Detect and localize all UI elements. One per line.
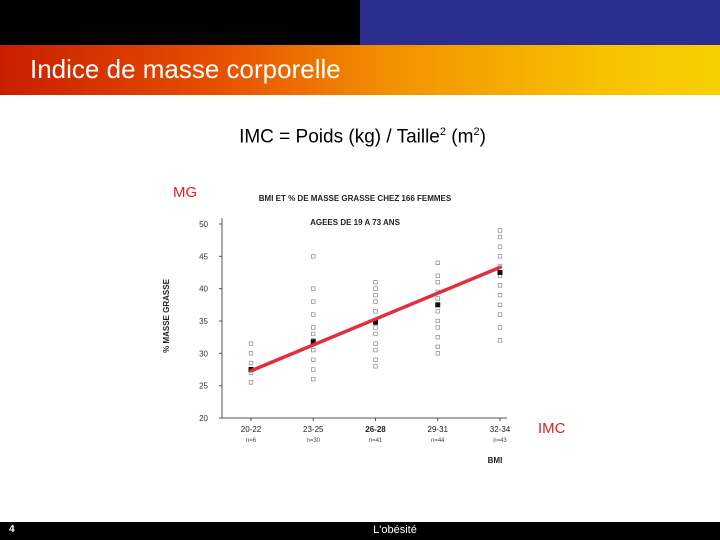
n-label: n=30 xyxy=(306,438,320,444)
data-point xyxy=(435,351,440,356)
data-point xyxy=(435,335,440,340)
data-point xyxy=(311,331,316,337)
data-point xyxy=(497,283,503,288)
mean-marker xyxy=(373,319,378,325)
data-point xyxy=(311,377,316,382)
footer-bar xyxy=(0,522,720,540)
x-tick-label: 26-28 xyxy=(365,425,386,434)
data-point xyxy=(311,312,316,317)
data-point xyxy=(497,292,503,298)
data-point xyxy=(435,273,440,278)
x-tick-label: 23-25 xyxy=(303,425,324,434)
data-point xyxy=(497,228,503,233)
data-point xyxy=(497,254,503,259)
data-point xyxy=(248,341,254,346)
y-tick-label: 25 xyxy=(199,382,208,391)
data-point xyxy=(311,357,316,362)
mean-marker xyxy=(497,270,503,275)
data-point xyxy=(373,286,378,291)
y-tick-label: 30 xyxy=(199,349,208,358)
chart-svg: BMI ET % DE MASSE GRASSE CHEZ 166 FEMMES… xyxy=(162,194,511,465)
data-point xyxy=(497,234,503,240)
data-point xyxy=(373,357,378,362)
data-point xyxy=(497,338,503,343)
y-tick-label: 40 xyxy=(199,285,208,294)
bmi-fat-chart: BMI ET % DE MASSE GRASSE CHEZ 166 FEMMES… xyxy=(145,168,520,473)
data-point xyxy=(373,309,378,314)
data-point xyxy=(311,347,316,353)
data-point xyxy=(248,351,254,356)
n-label: n=43 xyxy=(493,438,507,444)
formula-text: IMC = Poids (kg) / Taille xyxy=(239,126,440,148)
data-point xyxy=(311,299,316,304)
data-point xyxy=(311,254,316,259)
footer-label: L'obésité xyxy=(373,524,417,536)
formula-unit-exponent: 2 xyxy=(473,126,480,138)
data-point xyxy=(311,367,316,372)
data-point xyxy=(435,344,440,350)
chart-title: BMI ET % DE MASSE GRASSE CHEZ 166 FEMMES xyxy=(259,194,452,203)
bmi-formula: IMC = Poids (kg) / Taille2 (m2) xyxy=(0,126,720,148)
data-point xyxy=(373,347,378,353)
data-point xyxy=(373,341,378,346)
x-tick-label: 29-31 xyxy=(428,425,449,434)
header-navy-band xyxy=(360,0,720,45)
data-point xyxy=(373,299,378,304)
data-point xyxy=(311,286,316,291)
data-point xyxy=(373,331,378,337)
y-axis-label: % MASSE GRASSE xyxy=(162,278,171,352)
data-point xyxy=(497,312,503,317)
slide-title: Indice de masse corporelle xyxy=(30,54,341,84)
title-bar xyxy=(0,45,720,95)
data-point xyxy=(373,292,378,298)
n-label: n=6 xyxy=(246,438,257,444)
data-point xyxy=(373,364,378,369)
data-point xyxy=(435,296,440,301)
data-point xyxy=(435,325,440,330)
data-point xyxy=(373,325,378,330)
x-axis-tag: IMC xyxy=(538,420,566,437)
data-point xyxy=(497,325,503,330)
x-tick-label: 20-22 xyxy=(241,425,262,434)
data-point xyxy=(435,260,440,265)
y-tick-label: 20 xyxy=(199,414,208,423)
y-tick-label: 35 xyxy=(199,317,208,326)
formula-unit: (m xyxy=(446,126,474,148)
trend-line xyxy=(249,265,502,373)
data-point xyxy=(248,360,254,366)
mean-marker xyxy=(310,339,316,345)
x-axis-label: BMI xyxy=(488,456,503,465)
formula-end: ) xyxy=(479,126,486,148)
header-black-band xyxy=(0,0,360,45)
x-tick-label: 32-34 xyxy=(490,425,511,434)
mean-marker xyxy=(435,302,441,308)
data-point xyxy=(248,380,254,385)
data-point xyxy=(435,309,440,314)
data-point xyxy=(497,244,503,249)
data-point xyxy=(435,280,440,285)
n-label: n=41 xyxy=(369,438,383,444)
y-tick-label: 50 xyxy=(199,220,208,229)
data-point xyxy=(497,302,503,307)
page-number: 4 xyxy=(9,524,15,535)
data-point xyxy=(435,318,440,324)
data-point xyxy=(311,325,316,330)
chart-subtitle: AGEES DE 19 A 73 ANS xyxy=(310,218,400,227)
y-tick-label: 45 xyxy=(199,252,208,261)
n-label: n=44 xyxy=(431,438,445,444)
data-point xyxy=(373,280,378,285)
formula-exponent: 2 xyxy=(439,126,447,138)
y-axis-tag: MG xyxy=(173,184,198,201)
